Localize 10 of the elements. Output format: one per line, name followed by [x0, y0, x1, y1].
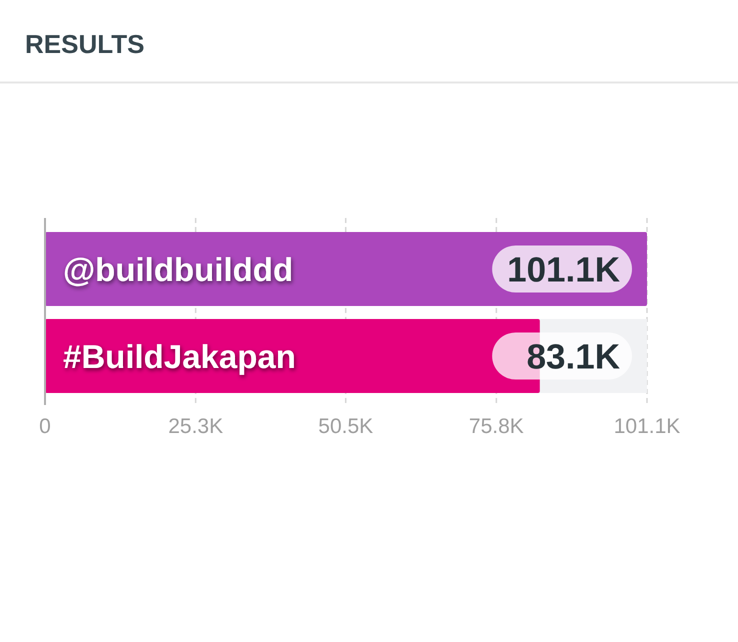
y-tick-label: #BuildJakapan: [63, 338, 296, 375]
x-tick-label: 0: [39, 414, 51, 438]
x-tick-label: 50.5K: [318, 414, 374, 438]
data-label: 83.1K: [526, 338, 620, 377]
x-tick-label: 101.1K: [614, 414, 680, 438]
y-tick-label: @buildbuilddd: [63, 250, 294, 288]
x-tick-label: 25.3K: [168, 414, 224, 438]
x-tick-label: 75.8K: [468, 414, 524, 438]
data-label: 101.1K: [507, 250, 620, 290]
chart-title: RESULTS: [25, 29, 144, 59]
